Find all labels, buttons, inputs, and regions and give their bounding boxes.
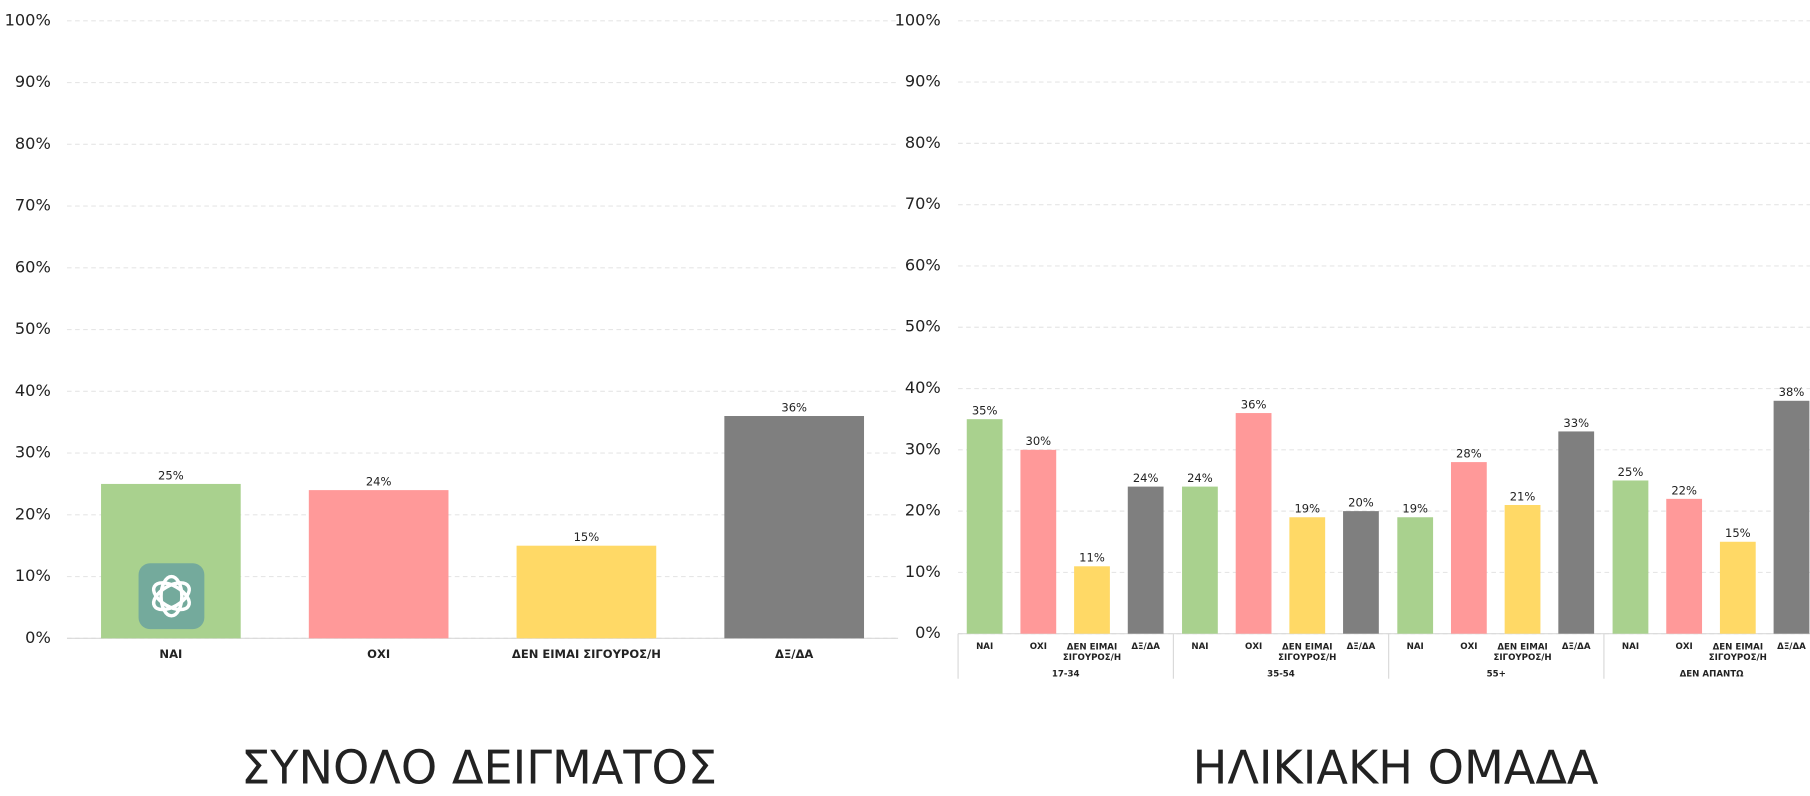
x-tick-label: ΔΕΝ ΕΙΜΑΙ ΣΙΓΟΥΡΟΣ/Η	[1278, 642, 1336, 662]
x-tick-label: ΔΕΝ ΕΙΜΑΙ ΣΙΓΟΥΡΟΣ/Η	[1709, 642, 1767, 662]
value-label: 35%	[972, 404, 998, 418]
value-label: 24%	[366, 475, 392, 489]
bar	[308, 490, 449, 639]
chart-title: ΣΥΝΟΛΟ ΔΕΙΓΜΑΤΟΣ	[241, 741, 717, 795]
x-tick-label: ΔΕΝ ΕΙΜΑΙ ΣΙΓΟΥΡΟΣ/Η	[512, 647, 661, 661]
y-tick-label: 70%	[905, 194, 941, 213]
x-tick-label: ΔΕΝ ΕΙΜΑΙ ΣΙΓΟΥΡΟΣ/Η	[1493, 642, 1551, 662]
value-label: 22%	[1671, 483, 1697, 497]
bar	[1504, 504, 1541, 634]
bar	[1612, 480, 1649, 634]
value-label: 33%	[1563, 416, 1589, 430]
value-label: 36%	[781, 400, 807, 414]
group-label: 35-54	[1267, 670, 1295, 680]
y-tick-label: 10%	[15, 566, 51, 585]
group-label: 55+	[1487, 670, 1506, 680]
y-tick-label: 80%	[15, 134, 51, 153]
bar	[1074, 566, 1110, 634]
y-tick-label: 100%	[5, 10, 51, 29]
x-tick-label: ΝΑΙ	[159, 647, 182, 661]
group-label: ΔΕΝ ΑΠΑΝΤΩ	[1680, 670, 1745, 680]
x-tick-label: ΝΑΙ	[1407, 642, 1424, 652]
x-tick-label: ΟΧΙ	[1030, 642, 1047, 652]
x-tick-label: ΔΞ/ΔΑ	[775, 647, 813, 661]
y-tick-label: 40%	[905, 378, 941, 397]
bar	[1558, 431, 1595, 634]
y-tick-label: 20%	[905, 501, 941, 520]
x-tick-label: ΟΧΙ	[367, 647, 390, 661]
value-label: 19%	[1402, 502, 1428, 516]
x-tick-label: ΟΧΙ	[1676, 642, 1693, 652]
value-label: 19%	[1294, 502, 1320, 516]
y-tick-label: 60%	[905, 255, 941, 274]
x-tick-label: ΟΧΙ	[1245, 642, 1262, 652]
y-tick-label: 20%	[15, 504, 51, 523]
x-tick-label: ΔΞ/ΔΑ	[1777, 642, 1806, 652]
y-tick-label: 60%	[15, 257, 51, 276]
bar	[1127, 486, 1164, 634]
value-label: 20%	[1348, 496, 1374, 510]
y-tick-label: 30%	[905, 439, 941, 458]
bar	[1719, 541, 1756, 634]
y-tick-label: 40%	[15, 381, 51, 400]
bar	[1397, 517, 1434, 634]
x-tick-label: ΝΑΙ	[1191, 642, 1208, 652]
y-tick-label: 90%	[15, 72, 51, 91]
bar	[1343, 511, 1379, 634]
bar	[1235, 413, 1272, 634]
bar	[1666, 498, 1703, 634]
value-label: 25%	[1618, 465, 1644, 479]
value-label: 15%	[574, 530, 600, 544]
bar	[1182, 486, 1218, 634]
y-tick-label: 100%	[895, 10, 941, 29]
value-label: 25%	[158, 468, 184, 482]
value-label: 15%	[1725, 526, 1751, 540]
y-tick-label: 0%	[25, 628, 51, 647]
value-label: 11%	[1079, 551, 1105, 565]
bar	[1450, 462, 1487, 634]
bar	[966, 419, 1003, 634]
y-tick-label: 70%	[15, 196, 51, 215]
x-tick-label: ΔΞ/ΔΑ	[1562, 642, 1591, 652]
bar	[516, 545, 657, 639]
y-tick-label: 10%	[905, 562, 941, 581]
y-tick-label: 90%	[905, 72, 941, 91]
y-tick-label: 30%	[15, 443, 51, 462]
value-label: 28%	[1456, 447, 1482, 461]
value-label: 38%	[1779, 385, 1805, 399]
bar	[1289, 517, 1326, 634]
value-label: 24%	[1133, 471, 1159, 485]
value-label: 21%	[1510, 489, 1536, 503]
value-label: 24%	[1187, 471, 1213, 485]
y-tick-label: 50%	[905, 317, 941, 336]
value-label: 36%	[1241, 397, 1267, 411]
chart-title: ΗΛΙΚΙΑΚΗ ΟΜΑΔΑ	[1193, 741, 1599, 795]
y-tick-label: 50%	[15, 319, 51, 338]
x-tick-label: ΔΕΝ ΕΙΜΑΙ ΣΙΓΟΥΡΟΣ/Η	[1063, 642, 1121, 662]
x-tick-label: ΔΞ/ΔΑ	[1347, 642, 1376, 652]
y-tick-label: 0%	[915, 623, 941, 642]
bar	[724, 416, 865, 639]
y-tick-label: 80%	[905, 133, 941, 152]
group-label: 17-34	[1052, 670, 1080, 680]
x-tick-label: ΝΑΙ	[976, 642, 993, 652]
logo	[138, 563, 205, 630]
x-tick-label: ΝΑΙ	[1622, 642, 1639, 652]
value-label: 30%	[1026, 434, 1052, 448]
x-tick-label: ΔΞ/ΔΑ	[1131, 642, 1160, 652]
x-tick-label: ΟΧΙ	[1460, 642, 1477, 652]
bar	[1773, 400, 1810, 634]
bar	[1020, 449, 1057, 634]
